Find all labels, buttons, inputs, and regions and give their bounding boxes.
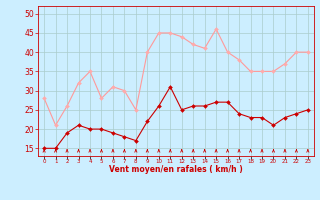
X-axis label: Vent moyen/en rafales ( km/h ): Vent moyen/en rafales ( km/h ): [109, 165, 243, 174]
